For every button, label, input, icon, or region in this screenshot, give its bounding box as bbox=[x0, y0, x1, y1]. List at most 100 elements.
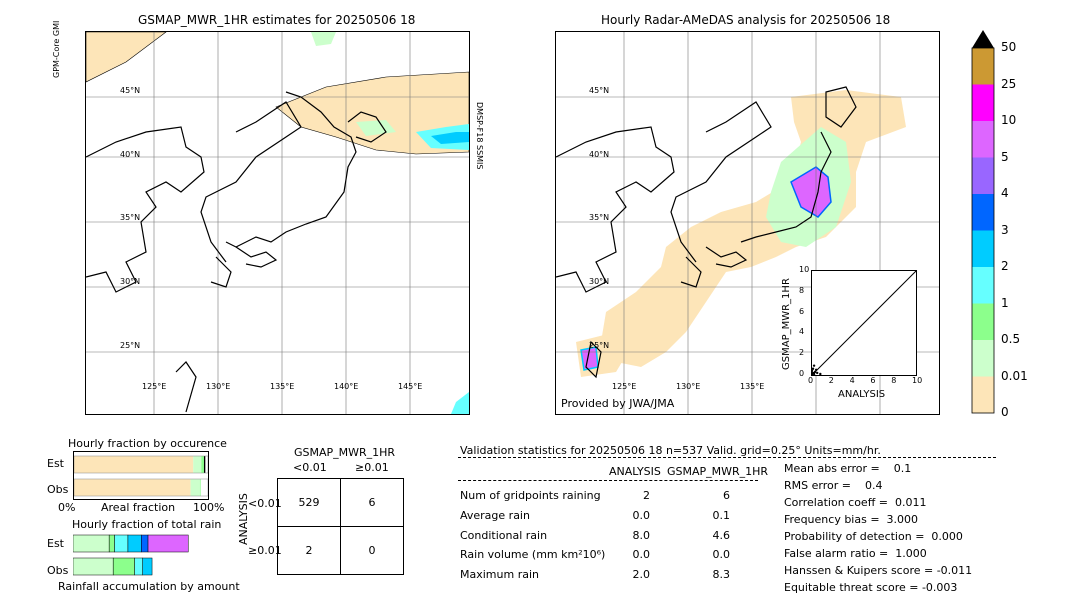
right-map-title: Hourly Radar-AMeDAS analysis for 2025050… bbox=[601, 13, 891, 27]
stats-row-a: 8.0 bbox=[632, 529, 651, 542]
colorbar-frame bbox=[971, 47, 995, 414]
right-lat-45: 45°N bbox=[589, 86, 610, 95]
stats-row-b: 6 bbox=[723, 489, 730, 502]
scatter-point bbox=[814, 368, 818, 371]
colorbar-extend bbox=[972, 30, 994, 48]
score-mae: Mean abs error = 0.1 bbox=[784, 462, 912, 475]
stats-row-b: 8.3 bbox=[712, 568, 731, 581]
total-rain-est-label: Est bbox=[47, 537, 64, 550]
stats-row-b: 4.6 bbox=[712, 529, 731, 542]
colorbar-tick-label: 2 bbox=[1001, 259, 1009, 273]
stats-row-a: 0.0 bbox=[632, 548, 651, 561]
scatter-xtick: 0 bbox=[808, 376, 814, 385]
scatter-xtick: 6 bbox=[870, 376, 876, 385]
left-lon-130: 130°E bbox=[206, 382, 231, 391]
contingency-cell: 6 bbox=[340, 478, 404, 527]
scatter-point bbox=[812, 364, 816, 367]
right-coastline bbox=[556, 86, 857, 379]
colorbar-swatch bbox=[972, 157, 994, 194]
stats-row-b: 0.0 bbox=[712, 548, 731, 561]
scatter-point bbox=[819, 372, 822, 376]
colorbar-swatch bbox=[972, 84, 994, 121]
occurrence-obs-label: Obs bbox=[47, 483, 69, 496]
fraction-bar-segment bbox=[72, 557, 114, 576]
colorbar-tick-label: 3 bbox=[1001, 222, 1009, 237]
colorbar-tick-label: 5 bbox=[1001, 149, 1009, 164]
scatter-point bbox=[810, 369, 814, 373]
inset-scatter-box bbox=[810, 270, 917, 376]
colorbar-tick-label: 1 bbox=[1001, 295, 1009, 310]
total-rain-frame bbox=[72, 531, 207, 578]
contingency-cell: 0 bbox=[340, 526, 404, 575]
colorbar-swatch bbox=[972, 121, 994, 158]
fraction-bar-segment bbox=[74, 479, 191, 496]
colorbar-swatch bbox=[972, 267, 994, 304]
left-map-title: GSMAP_MWR_1HR estimates for 20250506 18 bbox=[138, 13, 416, 27]
scatter-ytick: 10 bbox=[799, 265, 810, 274]
left-rain-patch-3 bbox=[311, 32, 336, 46]
colorbar-tick-label: 10 bbox=[1001, 113, 1017, 127]
right-lat-30: 30°N bbox=[589, 277, 610, 286]
stats-row-label: Maximum rain bbox=[460, 568, 539, 581]
score-rmse: RMS error = 0.4 bbox=[784, 479, 883, 492]
left-lat-35: 35°N bbox=[120, 213, 141, 222]
occurrence-frame bbox=[73, 451, 209, 500]
colorbar-tick-label: 0.01 bbox=[1001, 368, 1028, 383]
contingency-table: 529 6 2 0 bbox=[277, 478, 404, 575]
stats-row-label: Average rain bbox=[460, 509, 530, 522]
fraction-bar-segment bbox=[72, 534, 110, 553]
colorbar-swatch bbox=[972, 194, 994, 231]
colorbar-tick-label: 50 bbox=[1001, 40, 1017, 54]
left-lon-125: 125°E bbox=[142, 382, 167, 391]
colorbar bbox=[971, 30, 995, 414]
colorbar-swatch bbox=[972, 340, 994, 377]
occurrence-title: Hourly fraction by occurence bbox=[68, 437, 227, 450]
scatter-xlabel: ANALYSIS bbox=[838, 389, 886, 400]
left-lat-30: 30°N bbox=[120, 277, 141, 286]
scatter-xtick: 2 bbox=[828, 376, 834, 385]
left-map-canvas bbox=[86, 32, 469, 414]
contingency-cell: 529 bbox=[277, 478, 341, 527]
stats-row-label: Rain volume (mm km²10⁶) bbox=[460, 548, 606, 561]
scatter-ylabel: GSMAP_MWR_1HR bbox=[781, 278, 792, 370]
scatter-point bbox=[816, 371, 819, 375]
score-ets: Equitable threat score = -0.003 bbox=[784, 581, 958, 594]
stats-header: Validation statistics for 20250506 18 n=… bbox=[460, 444, 881, 457]
total-rain-obs-label: Obs bbox=[47, 564, 69, 577]
left-rain-patch-2 bbox=[431, 132, 469, 144]
colorbar-swatch bbox=[972, 48, 994, 85]
left-lat-25: 25°N bbox=[120, 341, 141, 350]
left-grid bbox=[86, 32, 469, 414]
score-freq-bias: Frequency bias = 3.000 bbox=[784, 513, 919, 526]
contingency-row-2: ≥0.01 bbox=[248, 544, 282, 557]
fraction-bar-segment bbox=[134, 557, 143, 576]
stats-col2: GSMAP_MWR_1HR bbox=[667, 465, 769, 478]
left-lat-40: 40°N bbox=[120, 150, 141, 159]
fraction-bar-segment bbox=[114, 534, 129, 553]
contingency-title: GSMAP_MWR_1HR bbox=[294, 446, 396, 459]
data-credit: Provided by JWA/JMA bbox=[561, 397, 675, 410]
right-sensor-label: DMSP-F18 SSMIS bbox=[475, 102, 484, 170]
stats-row-b: 0.1 bbox=[712, 509, 731, 522]
fraction-bar-segment bbox=[190, 479, 200, 496]
total-rain-xlabel: Rainfall accumulation by amount bbox=[58, 580, 240, 593]
contingency-row-1: <0.01 bbox=[248, 497, 282, 510]
colorbar-tick-label: 0.5 bbox=[1001, 332, 1021, 346]
scatter-ytick: 6 bbox=[799, 306, 805, 316]
fraction-bar-segment bbox=[201, 456, 204, 473]
fraction-bar-segment bbox=[112, 557, 135, 576]
scatter-ytick: 2 bbox=[799, 348, 805, 358]
scatter-ytick: 0 bbox=[799, 369, 805, 378]
occurrence-bars bbox=[73, 455, 209, 497]
scatter-point bbox=[811, 367, 815, 370]
right-map bbox=[555, 31, 940, 415]
left-lon-135: 135°E bbox=[270, 382, 295, 391]
fraction-bar-segment bbox=[193, 456, 202, 473]
score-far: False alarm ratio = 1.000 bbox=[784, 547, 927, 560]
score-pod: Probability of detection = 0.000 bbox=[784, 530, 963, 543]
occurrence-xlabel: Areal fraction bbox=[101, 501, 176, 514]
left-swath bbox=[86, 32, 167, 83]
stats-row-a: 0.0 bbox=[632, 509, 651, 522]
stats-col-divider bbox=[458, 480, 758, 481]
scatter-point bbox=[812, 372, 816, 376]
